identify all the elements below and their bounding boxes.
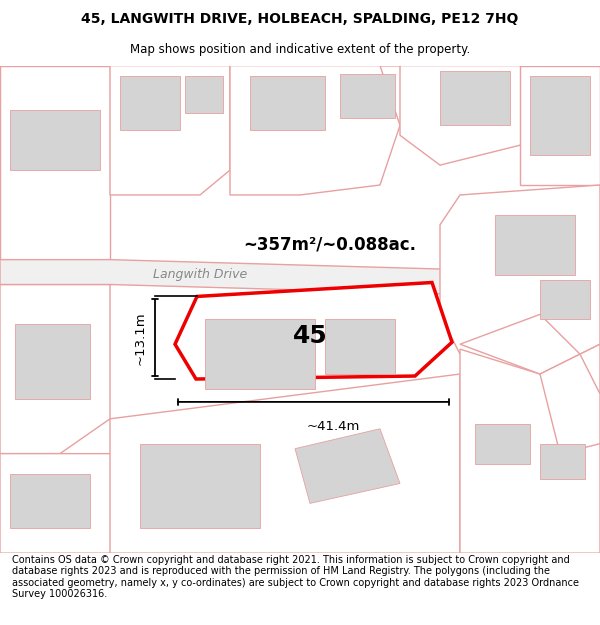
Polygon shape (380, 66, 540, 165)
Polygon shape (520, 66, 600, 185)
Bar (440, 71, 510, 126)
Polygon shape (175, 282, 452, 379)
Polygon shape (110, 66, 230, 195)
Text: 45: 45 (293, 324, 328, 348)
Bar (10, 111, 100, 170)
Text: 45, LANGWITH DRIVE, HOLBEACH, SPALDING, PE12 7HQ: 45, LANGWITH DRIVE, HOLBEACH, SPALDING, … (82, 12, 518, 26)
Polygon shape (0, 259, 460, 294)
Polygon shape (110, 374, 460, 553)
Polygon shape (540, 354, 600, 454)
Text: ~13.1m: ~13.1m (134, 311, 147, 364)
Bar (120, 76, 180, 130)
Bar (530, 76, 590, 155)
Bar (10, 474, 90, 528)
Text: Contains OS data © Crown copyright and database right 2021. This information is : Contains OS data © Crown copyright and d… (12, 554, 579, 599)
Polygon shape (440, 185, 600, 374)
Text: Map shows position and indicative extent of the property.: Map shows position and indicative extent… (130, 44, 470, 56)
Bar (250, 76, 325, 130)
Bar (15, 324, 90, 399)
Polygon shape (230, 66, 400, 195)
Bar (475, 424, 530, 464)
Bar (495, 215, 575, 274)
Bar (540, 444, 585, 479)
Polygon shape (0, 284, 110, 454)
Bar (340, 74, 395, 118)
Bar (325, 319, 395, 374)
Bar (540, 279, 590, 319)
Text: ~357m²/~0.088ac.: ~357m²/~0.088ac. (244, 236, 416, 254)
Polygon shape (460, 344, 600, 553)
Text: ~41.4m: ~41.4m (307, 420, 360, 432)
Bar (185, 76, 223, 113)
Polygon shape (0, 454, 170, 553)
Polygon shape (460, 314, 580, 374)
Bar (205, 319, 315, 389)
Text: Langwith Drive: Langwith Drive (153, 268, 247, 281)
Polygon shape (0, 66, 110, 284)
Bar (140, 444, 260, 528)
Polygon shape (295, 429, 400, 503)
